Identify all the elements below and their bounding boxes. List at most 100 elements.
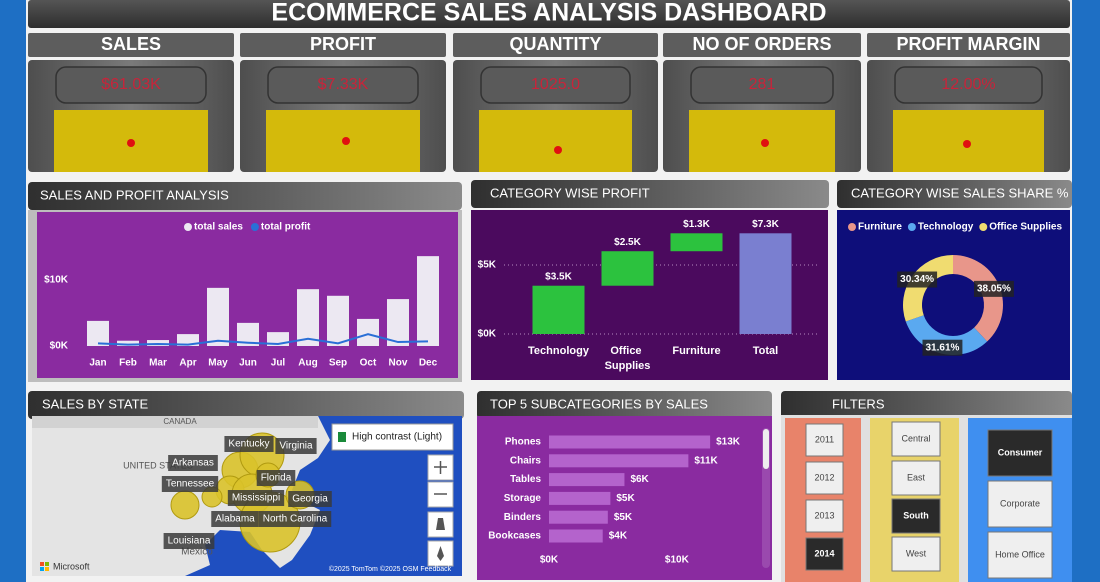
data-label: $3.5K: [545, 271, 572, 282]
x-tick-label: Total: [753, 345, 778, 357]
map-attribution: ©2025 TomTom ©2025 OSM Feedback: [329, 565, 452, 573]
bar: [549, 473, 625, 487]
filter-option[interactable]: [805, 499, 844, 533]
data-label: $4K: [609, 531, 628, 542]
waterfall-bar: [532, 285, 585, 334]
filter-option[interactable]: [805, 423, 844, 457]
bar: [177, 334, 199, 346]
legend-marker: [979, 223, 988, 231]
kpi-value-box: [480, 66, 631, 104]
kpi-value: $7.33K: [318, 76, 369, 93]
kpi-indicator-dot: [554, 146, 562, 154]
waterfall-bar: [670, 233, 723, 252]
y-tick-label: $10K: [44, 275, 69, 286]
x-tick-label: Jul: [271, 358, 286, 369]
x-tick-label: Jun: [239, 358, 257, 369]
bar: [549, 510, 608, 524]
y-tick-label: Tables: [510, 474, 541, 485]
kpi-value: $61.03K: [101, 76, 161, 93]
filter-option[interactable]: [805, 537, 844, 571]
y-tick-label: $5K: [478, 260, 497, 271]
plot-area: [37, 212, 458, 378]
kpi-label: PROFIT MARGIN: [897, 34, 1041, 54]
x-tick-label: Sep: [329, 358, 347, 369]
legend-label: total profit: [261, 222, 311, 233]
x-tick-label: Aug: [298, 358, 317, 369]
kpi-label: NO OF ORDERS: [692, 34, 831, 54]
kpi-label: SALES: [101, 34, 161, 54]
filter-option[interactable]: [987, 531, 1053, 579]
x-tick-label: Technology: [528, 345, 590, 357]
legend-marker: [848, 223, 856, 231]
state-label-bg: [211, 511, 259, 527]
filter-option[interactable]: [891, 498, 941, 534]
filter-option[interactable]: [987, 429, 1053, 477]
data-label: $7.3K: [752, 219, 779, 230]
donut-slice: [953, 255, 1003, 342]
map-land-canada: [32, 416, 318, 428]
kpi-indicator: [479, 110, 632, 172]
filter-option-label: Central: [901, 433, 930, 443]
state-label: Kentucky: [228, 439, 269, 450]
dashboard-title: ECOMMERCE SALES ANALYSIS DASHBOARD: [271, 0, 826, 27]
filter-option-label: Consumer: [998, 447, 1043, 457]
y-tick-label: $0K: [478, 329, 497, 340]
bar: [297, 289, 319, 346]
state-label: Louisiana: [168, 536, 211, 547]
map-locate[interactable]: [427, 540, 454, 567]
bar: [237, 322, 259, 346]
state-label-bg: [224, 436, 274, 452]
x-tick-label: Furniture: [672, 345, 720, 357]
map-logo: Microsoft: [53, 561, 90, 571]
state-label-bg: [256, 470, 296, 486]
x-tick-label: $10K: [665, 555, 690, 566]
panel-header: [28, 182, 462, 210]
kpi-header: [663, 33, 861, 57]
y-tick-label: Phones: [505, 437, 542, 448]
map-style-box[interactable]: [331, 423, 454, 451]
x-tick-label: Nov: [389, 358, 408, 369]
bar: [327, 295, 349, 346]
state-label-bg: [163, 533, 215, 549]
panel-title: FILTERS: [832, 396, 885, 411]
kpi-header: [453, 33, 658, 57]
data-label-bg: [922, 339, 963, 356]
bar: [549, 491, 611, 505]
data-label-bg: [897, 271, 938, 288]
filter-option[interactable]: [987, 480, 1053, 528]
y-tick-label: Storage: [504, 493, 542, 504]
kpi-value-box: [894, 66, 1043, 104]
panel-title: TOP 5 SUBCATEGORIES BY SALES: [490, 396, 708, 411]
panel-header: [28, 391, 464, 419]
panel-header: [781, 391, 1072, 419]
scrollbar-thumb[interactable]: [763, 429, 769, 469]
x-tick-label: Mar: [149, 358, 167, 369]
bar: [357, 318, 379, 346]
legend-label: Furniture: [858, 222, 902, 233]
profit-line: [97, 333, 429, 346]
zoom-in-icon: [434, 461, 447, 474]
bar: [549, 529, 603, 543]
map-tilt-icon: [436, 518, 445, 530]
kpi-header: [867, 33, 1070, 57]
panel-header: [837, 180, 1072, 208]
filter-option[interactable]: [891, 536, 941, 572]
data-label: $13K: [716, 437, 741, 448]
ms-logo-square: [45, 567, 49, 571]
map-region-label: Mexico: [181, 547, 213, 558]
map-style-icon: [338, 432, 346, 442]
x-tick-label: Jan: [89, 358, 106, 369]
data-label: 30.34%: [900, 274, 934, 285]
state-label-bg: [258, 511, 332, 527]
filter-option[interactable]: [805, 461, 844, 495]
filter-option[interactable]: [891, 421, 941, 457]
state-label: Mississippi: [232, 493, 280, 504]
state-label: Tennessee: [166, 479, 215, 490]
filter-option[interactable]: [891, 460, 941, 496]
y-tick-label: Binders: [504, 512, 542, 523]
kpi-indicator-dot: [127, 139, 135, 147]
data-label: $11K: [694, 455, 718, 466]
filter-option-label: 2014: [814, 548, 834, 558]
bar: [549, 454, 689, 468]
